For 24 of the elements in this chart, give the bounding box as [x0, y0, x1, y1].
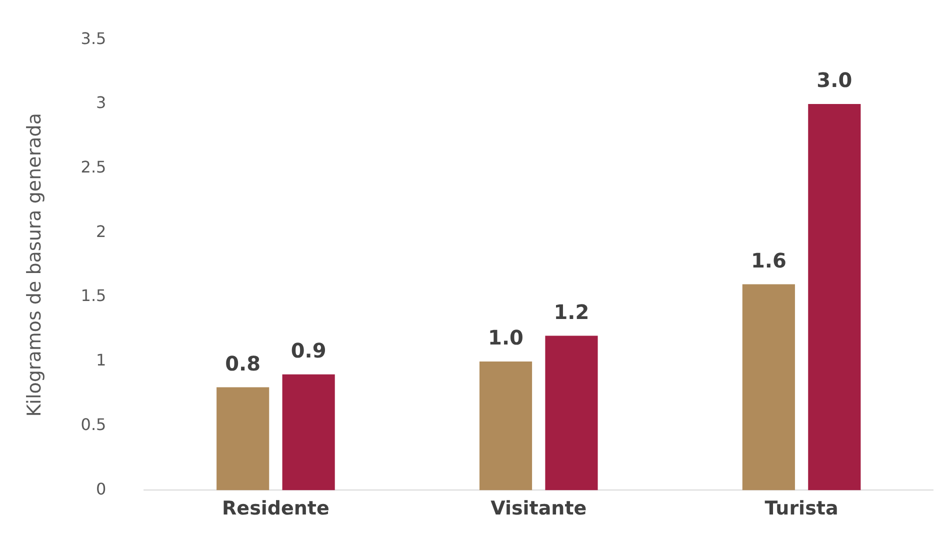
x-tick-label: Turista [764, 498, 838, 520]
data-label: 1.0 [488, 326, 524, 350]
x-tick-label: Visitante [490, 498, 587, 520]
bar [479, 361, 532, 490]
y-tick-label: 0.5 [80, 414, 106, 434]
y-tick-label: 3 [96, 93, 106, 112]
y-tick-label: 1.5 [80, 286, 106, 306]
data-label: 3.0 [816, 68, 852, 92]
data-label: 1.6 [750, 248, 786, 272]
data-label: 1.2 [554, 300, 590, 324]
y-axis-title: Kilogramos de basura generada [23, 113, 46, 417]
data-label: 0.8 [225, 351, 261, 376]
bar [216, 387, 270, 490]
bar [808, 104, 861, 490]
bar [282, 374, 335, 490]
y-tick-label: 2 [96, 222, 106, 241]
x-tick-label: Residente [222, 498, 330, 520]
bar [545, 336, 598, 490]
y-tick-label: 1 [96, 350, 106, 370]
y-tick-label: 0 [96, 479, 106, 498]
bar [742, 284, 795, 490]
y-tick-label: 2.5 [80, 158, 106, 176]
data-label: 0.9 [290, 338, 326, 363]
y-tick-label: 3.5 [80, 28, 106, 48]
